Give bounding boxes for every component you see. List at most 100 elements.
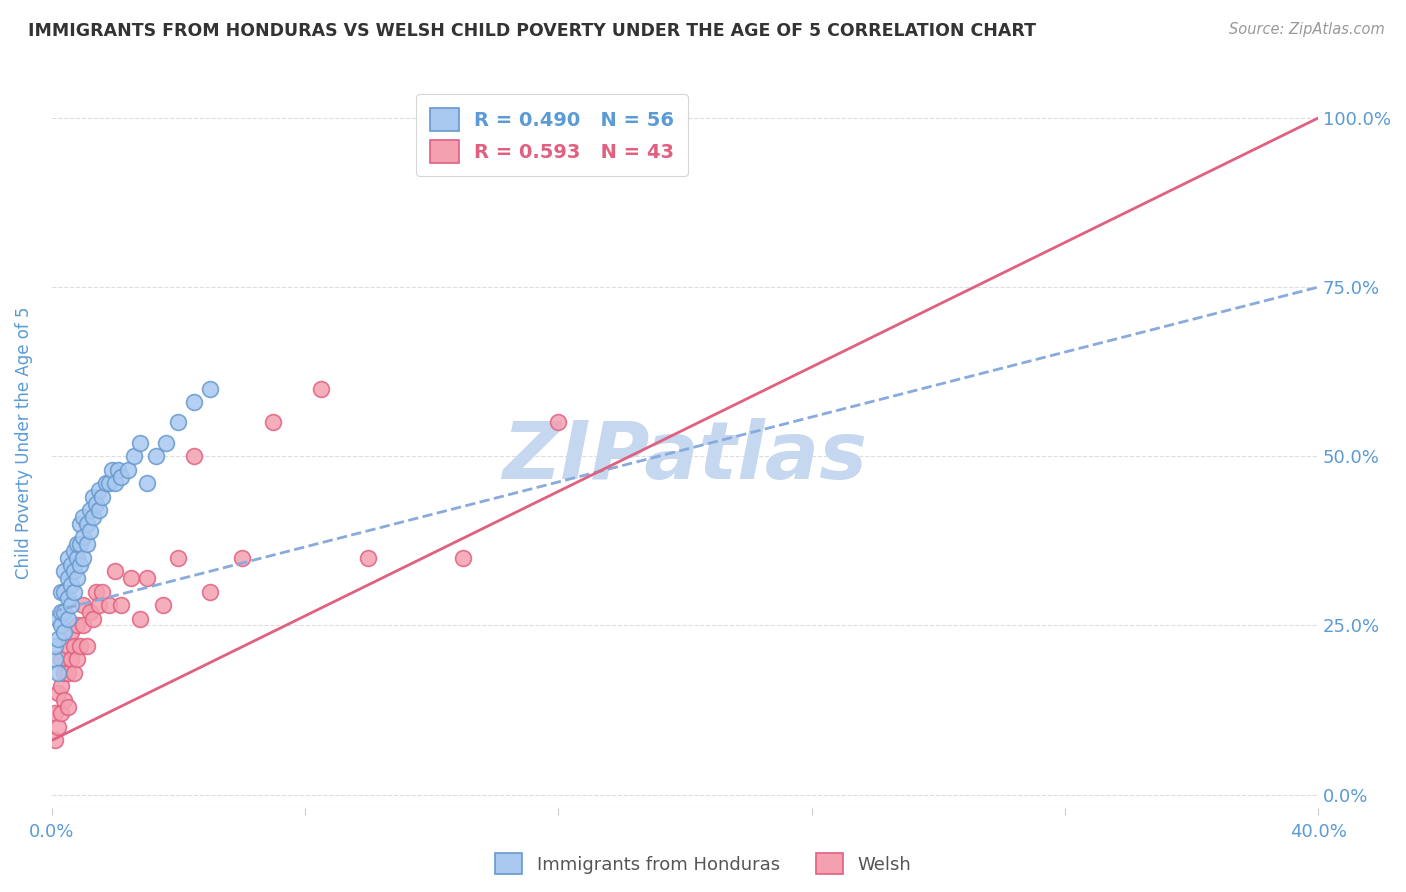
Point [309, 382, 332, 396]
Point [79, 524, 101, 538]
Point [46, 612, 69, 626]
Point [53, 625, 76, 640]
Point [59, 652, 82, 666]
Point [66, 571, 89, 585]
Y-axis label: Child Poverty Under the Age of 5: Child Poverty Under the Age of 5 [15, 307, 32, 579]
Point [63, 564, 86, 578]
Point [56, 665, 79, 680]
Point [53, 693, 76, 707]
Point [231, 550, 253, 565]
Point [135, 476, 157, 491]
Point [63, 639, 86, 653]
Point [72, 598, 94, 612]
Point [110, 598, 132, 612]
Point [145, 450, 167, 464]
Point [79, 503, 101, 517]
Point [89, 483, 111, 497]
Point [69, 639, 91, 653]
Point [56, 571, 79, 585]
Point [183, 450, 205, 464]
Point [104, 564, 127, 578]
Point [155, 435, 177, 450]
Point [76, 516, 98, 531]
Point [89, 503, 111, 517]
Point [44, 639, 66, 653]
Point [91, 490, 114, 504]
Point [63, 584, 86, 599]
Point [66, 537, 89, 551]
Point [122, 450, 145, 464]
Point [46, 665, 69, 680]
Point [69, 516, 91, 531]
Point [56, 591, 79, 606]
Point [198, 382, 221, 396]
Point [46, 720, 69, 734]
Point [167, 416, 190, 430]
Point [51, 706, 73, 721]
Point [59, 625, 82, 640]
Point [547, 416, 569, 430]
Point [53, 564, 76, 578]
Point [53, 665, 76, 680]
Point [82, 510, 104, 524]
Point [84, 497, 107, 511]
Point [107, 463, 129, 477]
Point [53, 584, 76, 599]
Point [51, 605, 73, 619]
Point [51, 679, 73, 693]
Point [44, 652, 66, 666]
Point [56, 550, 79, 565]
Point [262, 416, 284, 430]
Point [110, 469, 132, 483]
Point [91, 584, 114, 599]
Point [63, 544, 86, 558]
Point [152, 598, 174, 612]
Point [453, 550, 475, 565]
Point [69, 537, 91, 551]
Point [44, 733, 66, 747]
Point [53, 605, 76, 619]
Point [51, 652, 73, 666]
Point [56, 639, 79, 653]
Point [72, 531, 94, 545]
Point [51, 618, 73, 632]
Point [89, 598, 111, 612]
Point [44, 706, 66, 721]
Point [59, 598, 82, 612]
Point [183, 395, 205, 409]
Point [94, 476, 117, 491]
Point [84, 584, 107, 599]
Point [117, 463, 139, 477]
Point [82, 490, 104, 504]
Point [120, 571, 142, 585]
Point [51, 584, 73, 599]
Point [104, 476, 127, 491]
Point [79, 605, 101, 619]
Point [357, 550, 380, 565]
Point [69, 558, 91, 572]
Text: Source: ZipAtlas.com: Source: ZipAtlas.com [1229, 22, 1385, 37]
Text: ZIPatlas: ZIPatlas [502, 418, 868, 496]
Text: IMMIGRANTS FROM HONDURAS VS WELSH CHILD POVERTY UNDER THE AGE OF 5 CORRELATION C: IMMIGRANTS FROM HONDURAS VS WELSH CHILD … [28, 22, 1036, 40]
Point [101, 463, 124, 477]
Point [59, 558, 82, 572]
Point [97, 598, 120, 612]
Point [97, 476, 120, 491]
Point [72, 618, 94, 632]
Point [129, 435, 152, 450]
Point [66, 652, 89, 666]
Point [56, 612, 79, 626]
Point [167, 550, 190, 565]
Point [59, 578, 82, 592]
Point [63, 665, 86, 680]
Point [46, 686, 69, 700]
Point [56, 699, 79, 714]
Point [198, 584, 221, 599]
Point [82, 612, 104, 626]
Point [46, 632, 69, 646]
Point [72, 550, 94, 565]
Point [66, 550, 89, 565]
Point [129, 612, 152, 626]
Point [72, 510, 94, 524]
Legend: R = 0.490   N = 56, R = 0.593   N = 43: R = 0.490 N = 56, R = 0.593 N = 43 [416, 95, 688, 177]
